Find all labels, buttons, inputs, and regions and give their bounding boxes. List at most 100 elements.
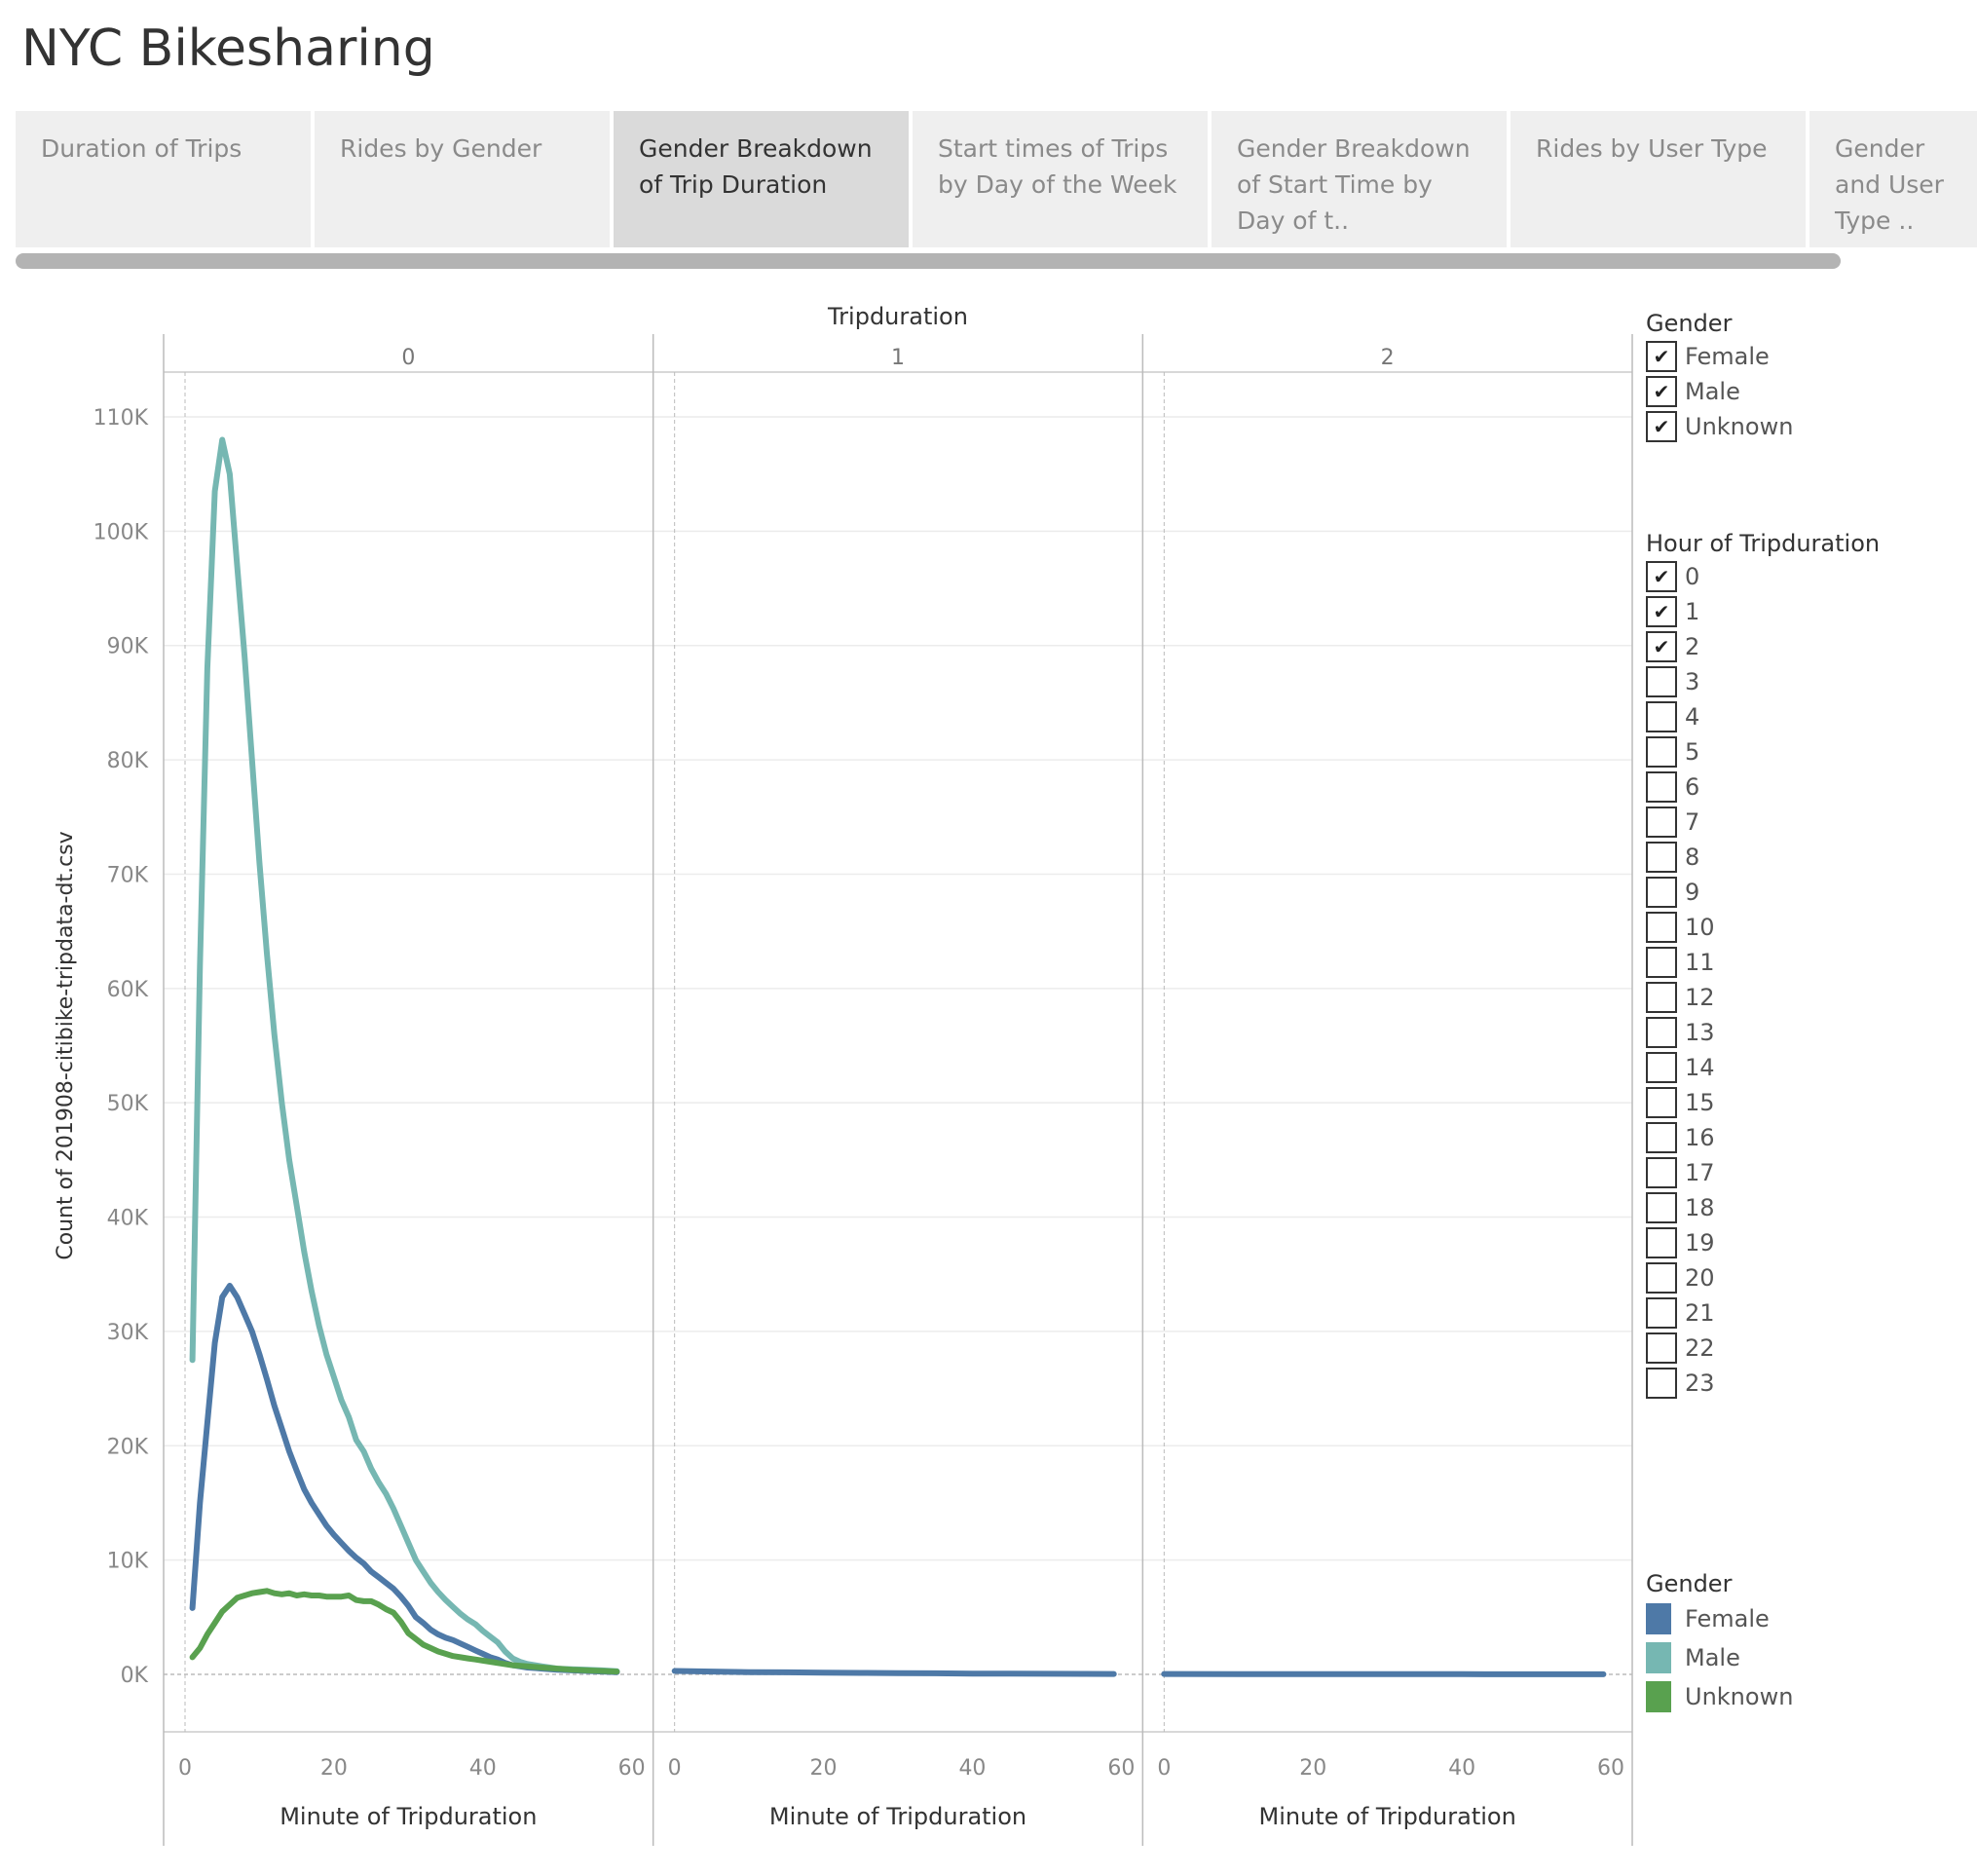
- tab-rides-by-user-type[interactable]: Rides by User Type: [1511, 111, 1806, 247]
- checkbox[interactable]: ✔: [1646, 631, 1677, 662]
- hour-filter-option[interactable]: 11: [1646, 945, 1880, 980]
- tab-gender-and-user-type[interactable]: Gender and User Type ..: [1809, 111, 1977, 247]
- checkbox[interactable]: [1646, 912, 1677, 943]
- y-tick-label: 20K: [107, 1435, 149, 1459]
- hour-filter-option-label: 17: [1685, 1159, 1715, 1186]
- checkbox[interactable]: ✔: [1646, 596, 1677, 627]
- checkbox[interactable]: [1646, 1262, 1677, 1294]
- checkbox[interactable]: [1646, 1122, 1677, 1153]
- gender-filter-option-label: Male: [1685, 378, 1740, 405]
- checkbox[interactable]: [1646, 1227, 1677, 1258]
- checkbox[interactable]: [1646, 982, 1677, 1013]
- checkbox[interactable]: ✔: [1646, 561, 1677, 592]
- checkbox[interactable]: [1646, 807, 1677, 838]
- tab-duration-of-trips[interactable]: Duration of Trips: [16, 111, 311, 247]
- hour-filter-option[interactable]: 8: [1646, 840, 1880, 875]
- gender-filter: Gender ✔ Female ✔ Male ✔ Unknown: [1646, 310, 1793, 444]
- checkbox[interactable]: [1646, 1297, 1677, 1329]
- checkbox[interactable]: [1646, 1157, 1677, 1188]
- hour-filter-option[interactable]: ✔ 0: [1646, 559, 1880, 594]
- checkbox[interactable]: [1646, 701, 1677, 732]
- hour-filter-option[interactable]: 6: [1646, 769, 1880, 805]
- series-line-male: [189, 436, 620, 1674]
- hour-filter-option[interactable]: 17: [1646, 1155, 1880, 1190]
- hour-filter-option[interactable]: 5: [1646, 734, 1880, 769]
- hour-filter-title: Hour of Tripduration: [1646, 530, 1881, 557]
- y-axis-label: Count of 201908-citibike-tripdata-dt.csv: [54, 831, 78, 1259]
- y-tick-label: 110K: [93, 406, 149, 431]
- checkbox[interactable]: [1646, 947, 1677, 978]
- hour-filter-option-label: 22: [1685, 1334, 1715, 1362]
- checkbox[interactable]: [1646, 1192, 1677, 1223]
- hour-filter-option-label: 11: [1685, 949, 1715, 976]
- hour-filter-option-label: 4: [1685, 703, 1700, 731]
- hour-filter-option-label: 23: [1685, 1369, 1715, 1397]
- hour-filter-option[interactable]: 15: [1646, 1085, 1880, 1120]
- x-tick-label: 40: [469, 1756, 497, 1781]
- gender-filter-option[interactable]: ✔ Female: [1646, 339, 1793, 374]
- y-tick-label: 90K: [107, 635, 149, 659]
- legend-swatch: [1646, 1603, 1671, 1634]
- hour-filter-option[interactable]: 13: [1646, 1015, 1880, 1050]
- tab-gender-start-time-by-day[interactable]: Gender Breakdown of Start Time by Day of…: [1212, 111, 1507, 247]
- hour-filter-option[interactable]: 14: [1646, 1050, 1880, 1085]
- hour-filter-option-label: 2: [1685, 633, 1700, 660]
- hour-filter-option[interactable]: ✔ 2: [1646, 629, 1880, 664]
- checkbox[interactable]: ✔: [1646, 376, 1677, 407]
- tab-gender-breakdown-trip-duration[interactable]: Gender Breakdown of Trip Duration: [614, 111, 909, 247]
- checkbox[interactable]: [1646, 1052, 1677, 1083]
- hour-filter-option-label: 15: [1685, 1089, 1715, 1116]
- tab-start-times-by-day[interactable]: Start times of Trips by Day of the Week: [913, 111, 1208, 247]
- checkbox[interactable]: [1646, 736, 1677, 768]
- hour-filter-option[interactable]: 18: [1646, 1190, 1880, 1225]
- check-icon: ✔: [1653, 345, 1670, 368]
- x-tick-label: 40: [958, 1756, 986, 1781]
- gender-filter-option-label: Female: [1685, 343, 1770, 370]
- hour-filter-option[interactable]: 7: [1646, 805, 1880, 840]
- series-line-female: [189, 1283, 620, 1675]
- legend-swatch: [1646, 1681, 1671, 1712]
- hour-filter-option[interactable]: 9: [1646, 875, 1880, 910]
- hour-filter-option[interactable]: 22: [1646, 1331, 1880, 1366]
- hour-filter-option-label: 18: [1685, 1194, 1715, 1221]
- checkbox[interactable]: ✔: [1646, 411, 1677, 442]
- check-icon: ✔: [1653, 600, 1670, 623]
- checkbox[interactable]: [1646, 877, 1677, 908]
- color-legend-title: Gender: [1646, 1570, 1733, 1597]
- hour-filter-option[interactable]: 10: [1646, 910, 1880, 945]
- hour-filter-option-label: 19: [1685, 1229, 1715, 1257]
- legend-item[interactable]: Female: [1646, 1599, 1793, 1638]
- legend-item[interactable]: Unknown: [1646, 1677, 1793, 1716]
- hour-filter-option[interactable]: 19: [1646, 1225, 1880, 1260]
- hour-filter-option[interactable]: 12: [1646, 980, 1880, 1015]
- gender-filter-option[interactable]: ✔ Male: [1646, 374, 1793, 409]
- check-icon: ✔: [1653, 565, 1670, 588]
- checkbox[interactable]: ✔: [1646, 341, 1677, 372]
- checkbox[interactable]: [1646, 842, 1677, 873]
- hour-filter-option-label: 8: [1685, 844, 1700, 871]
- x-tick-label: 60: [618, 1756, 646, 1781]
- y-tick-label: 70K: [107, 863, 149, 887]
- tab-rides-by-gender[interactable]: Rides by Gender: [315, 111, 610, 247]
- checkbox[interactable]: [1646, 1017, 1677, 1048]
- checkbox[interactable]: [1646, 1087, 1677, 1118]
- hour-filter-option[interactable]: 16: [1646, 1120, 1880, 1155]
- hour-filter-option[interactable]: 20: [1646, 1260, 1880, 1295]
- x-tick-label: 40: [1448, 1756, 1475, 1781]
- tab-scrollbar[interactable]: [16, 253, 1841, 269]
- gender-filter-option-label: Unknown: [1685, 413, 1794, 440]
- checkbox[interactable]: [1646, 666, 1677, 697]
- hour-filter-option[interactable]: ✔ 1: [1646, 594, 1880, 629]
- x-tick-label: 0: [1157, 1756, 1171, 1781]
- tab-bar: Duration of Trips Rides by Gender Gender…: [16, 111, 1977, 247]
- hour-filter-option[interactable]: 21: [1646, 1295, 1880, 1331]
- hour-filter-option[interactable]: 3: [1646, 664, 1880, 699]
- hour-filter-option[interactable]: 4: [1646, 699, 1880, 734]
- gender-filter-option[interactable]: ✔ Unknown: [1646, 409, 1793, 444]
- hour-filter-option[interactable]: 23: [1646, 1366, 1880, 1401]
- checkbox[interactable]: [1646, 1368, 1677, 1399]
- checkbox[interactable]: [1646, 1332, 1677, 1364]
- hour-filter-option-label: 20: [1685, 1264, 1715, 1292]
- checkbox[interactable]: [1646, 771, 1677, 803]
- legend-item[interactable]: Male: [1646, 1638, 1793, 1677]
